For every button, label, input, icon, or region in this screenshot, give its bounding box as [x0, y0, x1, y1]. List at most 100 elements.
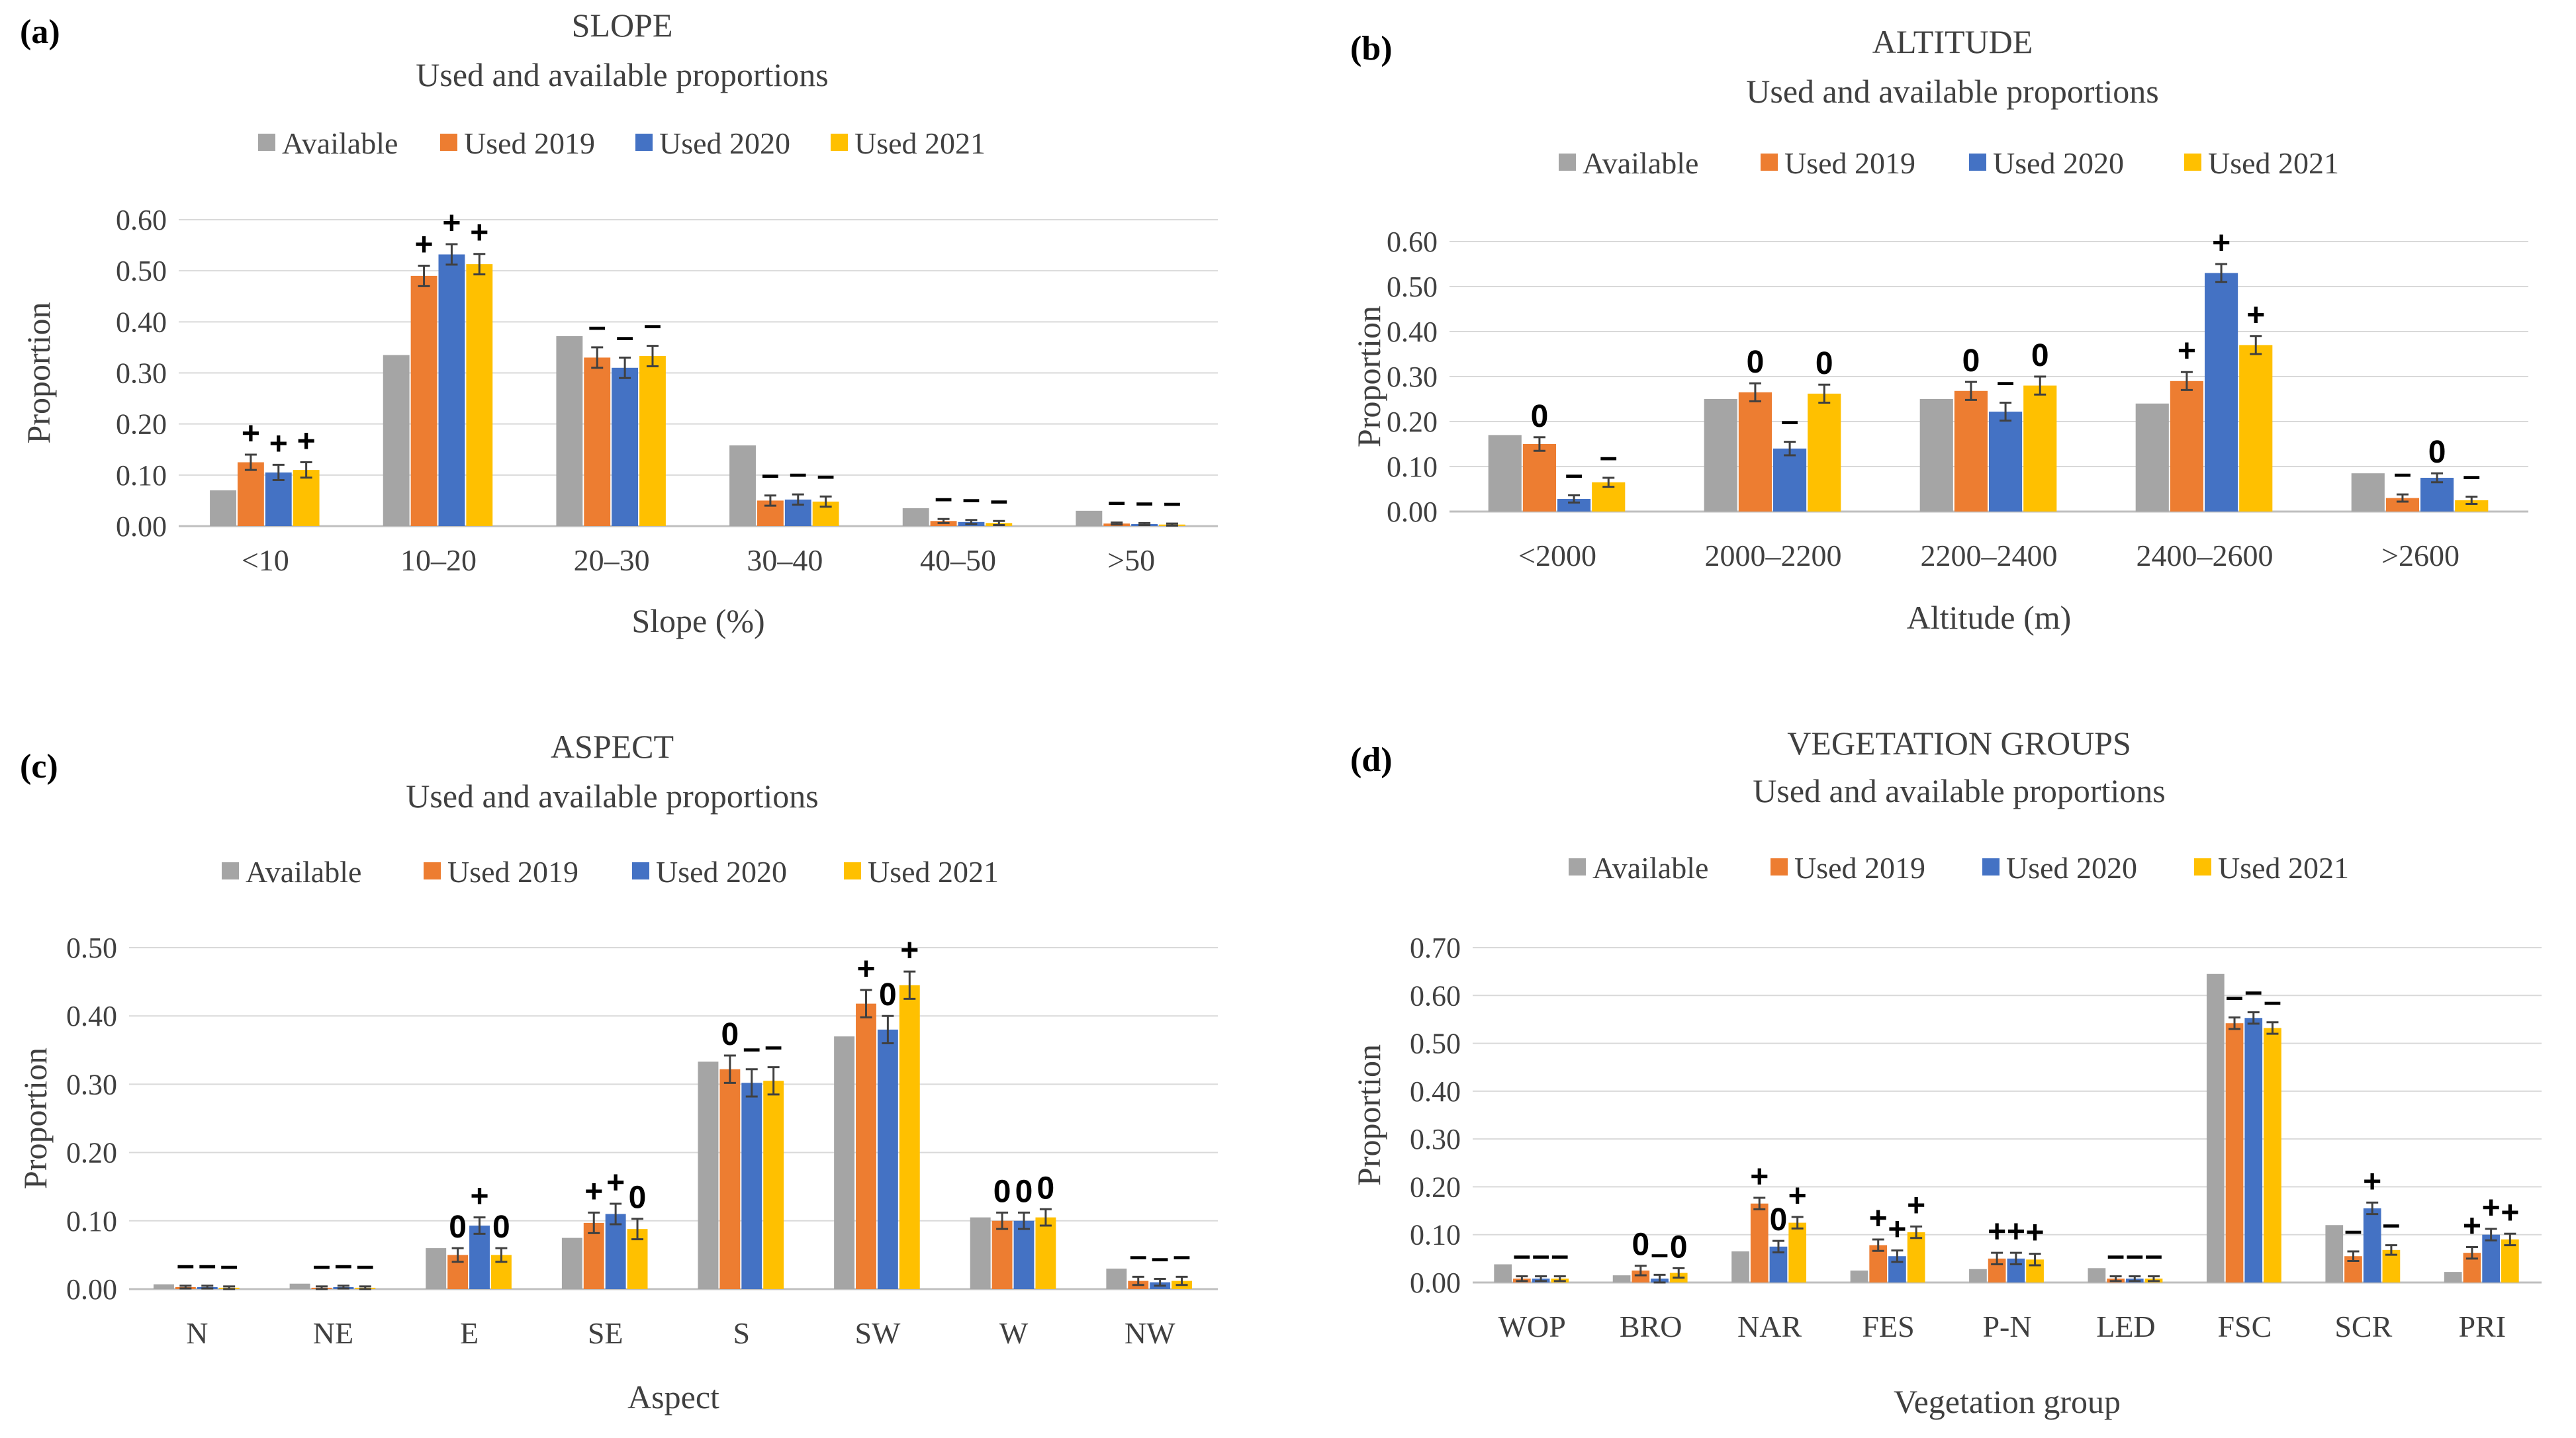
significance-marker: – — [1997, 364, 2015, 399]
legend-swatch-used-2019 — [1771, 858, 1788, 876]
legend-label-used-2019: Used 2019 — [1784, 146, 1915, 180]
legend-label-used-2021: Used 2021 — [854, 126, 986, 160]
significance-marker: – — [2383, 1207, 2401, 1242]
significance-marker: – — [789, 456, 807, 491]
legend-label-used-2021: Used 2021 — [868, 855, 999, 889]
x-tick-label: SCR — [2334, 1310, 2392, 1343]
bar-available — [1612, 1275, 1631, 1282]
significance-marker: – — [743, 1031, 760, 1066]
y-tick-label: 0.20 — [1410, 1171, 1461, 1203]
chart-title: ALTITUDE — [1872, 23, 2033, 60]
significance-marker: – — [1513, 1238, 1531, 1273]
chart-title: ASPECT — [551, 728, 674, 765]
bar-used-2019 — [237, 462, 264, 526]
panel-label: (c) — [20, 748, 58, 786]
legend-swatch-used-2019 — [440, 134, 457, 151]
significance-marker: 0 — [492, 1210, 510, 1245]
y-tick-label: 0.20 — [116, 408, 167, 441]
significance-marker: – — [2145, 1238, 2163, 1273]
bar-available — [1850, 1270, 1868, 1282]
legend-swatch-used-2021 — [844, 862, 861, 879]
significance-marker: – — [2344, 1213, 2362, 1248]
significance-marker: 0 — [2428, 435, 2446, 470]
x-tick-label: <2000 — [1518, 539, 1596, 572]
bar-used-2021 — [1907, 1232, 1925, 1282]
bar-used-2021 — [466, 264, 493, 526]
significance-marker: + — [1988, 1214, 2006, 1249]
bar-available — [289, 1283, 310, 1289]
significance-marker: – — [356, 1248, 374, 1283]
significance-marker: – — [1151, 1241, 1169, 1276]
y-axis-label: Proportion — [1350, 1044, 1387, 1186]
x-tick-label: W — [999, 1316, 1029, 1350]
x-tick-label: 30–40 — [747, 543, 823, 577]
significance-marker: + — [856, 952, 875, 987]
y-tick-label: 0.30 — [1387, 361, 1438, 393]
legend-label-available: Available — [246, 855, 361, 889]
bar-used-2021 — [763, 1081, 784, 1289]
bar-available — [2135, 403, 2169, 512]
significance-marker: – — [1129, 1238, 1147, 1273]
legend-label-used-2020: Used 2020 — [656, 855, 787, 889]
bar-used-2020 — [2244, 1018, 2263, 1282]
chart-subtitle: Used and available proportions — [1746, 73, 2158, 110]
chart-title: VEGETATION GROUPS — [1787, 725, 2131, 762]
x-tick-label: FSC — [2217, 1310, 2272, 1343]
y-tick-label: 0.40 — [116, 306, 167, 338]
significance-marker: – — [644, 308, 662, 343]
legend-swatch-used-2020 — [1969, 154, 1986, 171]
bar-used-2021 — [2239, 345, 2273, 512]
x-tick-label: 20–30 — [574, 543, 650, 577]
y-tick-label: 0.40 — [1410, 1075, 1461, 1108]
significance-marker: + — [584, 1174, 603, 1209]
panel-label: (b) — [1350, 30, 1393, 67]
y-tick-label: 0.50 — [66, 932, 117, 964]
legend-label-used-2019: Used 2019 — [464, 126, 595, 160]
x-tick-label: 40–50 — [920, 543, 996, 577]
significance-marker: + — [1888, 1212, 1906, 1247]
significance-marker: 0 — [1531, 399, 1549, 434]
significance-marker: – — [762, 457, 780, 492]
significance-marker: – — [199, 1247, 216, 1282]
bar-available — [556, 336, 583, 526]
significance-marker: + — [2501, 1195, 2519, 1230]
bar-used-2021 — [899, 985, 920, 1289]
significance-marker: – — [335, 1247, 353, 1282]
bar-available — [1969, 1269, 1987, 1282]
chart-panel-2: (b) ALTITUDE Used and available proportion… — [1350, 23, 2528, 636]
y-tick-label: 0.30 — [1410, 1123, 1461, 1155]
chart-panel-1: (a) SLOPE Used and available proportions Av… — [20, 7, 1218, 639]
y-tick-label: 0.10 — [1387, 451, 1438, 483]
bar-available — [970, 1217, 991, 1289]
y-tick-label: 0.00 — [116, 510, 167, 543]
bar-available — [2088, 1268, 2106, 1282]
significance-marker: – — [220, 1248, 238, 1283]
bar-used-2019 — [410, 275, 437, 526]
legend-label-used-2019: Used 2019 — [447, 855, 578, 889]
significance-marker: + — [2363, 1164, 2381, 1199]
y-tick-label: 0.30 — [116, 357, 167, 390]
significance-marker: – — [1108, 484, 1126, 519]
significance-marker: – — [616, 319, 634, 354]
significance-marker: 0 — [1747, 345, 1765, 380]
bar-used-2021 — [2501, 1239, 2519, 1282]
significance-marker: 0 — [1015, 1174, 1033, 1209]
x-axis-label: Vegetation group — [1894, 1383, 2121, 1420]
bar-used-2020 — [1013, 1220, 1035, 1289]
significance-marker: + — [2246, 298, 2265, 333]
bar-available — [426, 1248, 447, 1289]
x-tick-label: 2000–2200 — [1705, 539, 1842, 572]
significance-marker: 0 — [1037, 1171, 1055, 1206]
significance-marker: + — [1869, 1201, 1888, 1236]
significance-marker: + — [269, 426, 288, 461]
x-tick-label: 10–20 — [400, 543, 477, 577]
legend-label-used-2019: Used 2019 — [1794, 851, 1925, 885]
y-tick-label: 0.60 — [1410, 979, 1461, 1012]
significance-marker: + — [470, 1179, 488, 1214]
bar-available — [729, 445, 756, 526]
bar-used-2020 — [741, 1083, 762, 1289]
bar-used-2020 — [265, 472, 292, 526]
legend-swatch-used-2021 — [831, 134, 848, 151]
bar-used-2021 — [1035, 1217, 1056, 1289]
significance-marker: + — [2482, 1191, 2501, 1226]
